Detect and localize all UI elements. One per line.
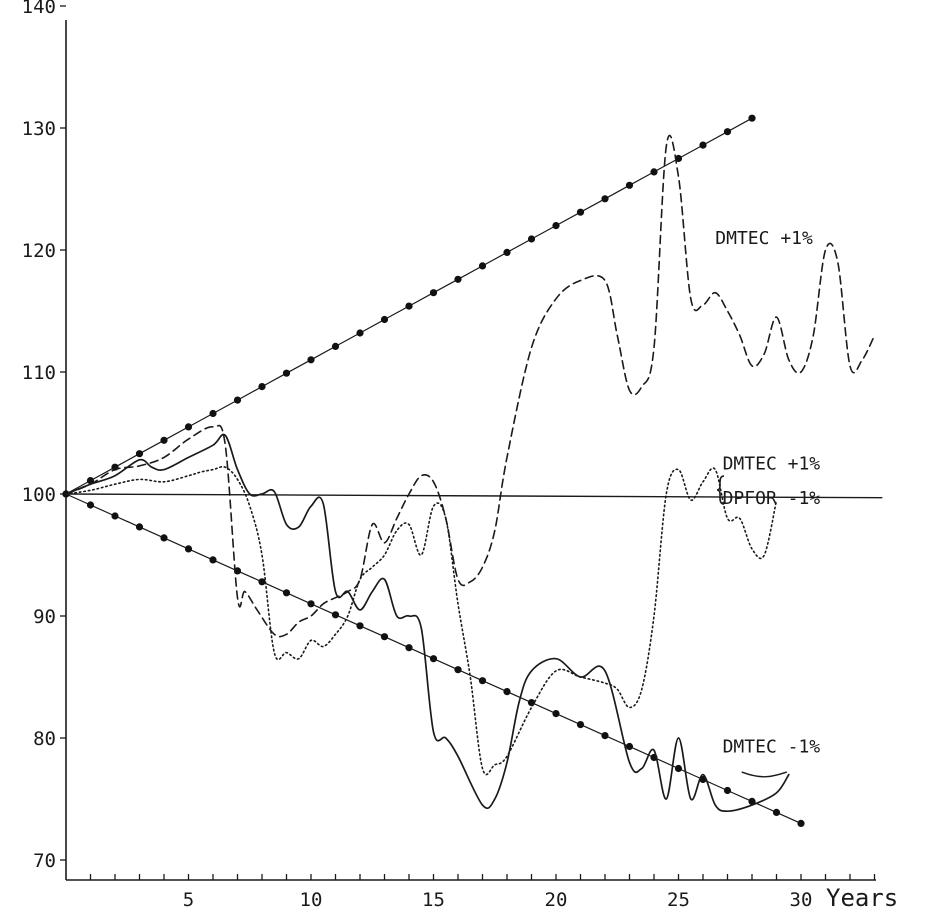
series-1-marker-23 <box>625 742 634 751</box>
x-ticks: 5 10 15 20 25 30 <box>89 874 876 911</box>
series-2-line <box>65 493 883 499</box>
series-1-marker-15 <box>429 655 438 663</box>
series-0-marker-8 <box>258 383 266 391</box>
series-1-marker-2 <box>111 512 119 520</box>
series-4-line <box>65 433 790 813</box>
annotation-label: DPFOR -1% <box>723 488 821 509</box>
series-0-marker-10 <box>307 356 315 364</box>
series-0-marker-27 <box>723 128 732 136</box>
annotation-label: DMTEC +1% <box>723 454 821 475</box>
series-0-marker-20 <box>552 222 560 230</box>
y-tick-label: 80 <box>33 728 56 750</box>
series-3-line <box>65 134 876 638</box>
series-1-marker-9 <box>282 589 291 597</box>
series-1-marker-20 <box>552 710 560 718</box>
y-tick-label: 130 <box>22 118 56 140</box>
series-0-marker-17 <box>478 262 487 270</box>
series-0-marker-16 <box>454 275 462 283</box>
y-tick-label: 140 <box>22 0 56 18</box>
series-1-marker-1 <box>86 501 95 509</box>
series-1-marker-14 <box>405 644 413 652</box>
series-0-marker-6 <box>209 409 217 418</box>
series-0-marker-11 <box>331 342 340 350</box>
y-ticks: 70 80 90 100 110 120 130 140 <box>22 0 66 872</box>
x-tick-label: 10 <box>300 889 323 911</box>
annotation-leader <box>741 771 787 778</box>
series-1-marker-22 <box>601 732 609 740</box>
y-tick-label: 100 <box>22 484 56 506</box>
series-1-marker-27 <box>723 786 732 795</box>
series-1-marker-17 <box>478 677 487 685</box>
series-0-marker-24 <box>650 168 658 176</box>
series-1-marker-4 <box>160 534 168 542</box>
series-0-marker-4 <box>160 436 168 444</box>
y-tick-label: 110 <box>22 362 56 384</box>
series-0-marker-19 <box>527 235 536 243</box>
y-tick-label: 90 <box>33 606 56 628</box>
series-0-marker-23 <box>625 181 634 189</box>
series-1-marker-8 <box>258 578 266 586</box>
x-tick-label: 5 <box>183 889 194 911</box>
series-1-marker-30 <box>797 819 805 828</box>
x-tick-label: 30 <box>790 889 813 911</box>
series-1-marker-5 <box>184 545 193 553</box>
series-5-line <box>65 465 778 776</box>
series-0-marker-21 <box>576 208 585 216</box>
series-0-marker-5 <box>184 423 193 431</box>
series-1-marker-25 <box>674 764 683 773</box>
x-tick-label: 25 <box>667 889 690 911</box>
series-layer <box>62 114 883 828</box>
series-0-marker-12 <box>356 329 364 337</box>
series-1-marker-3 <box>135 523 144 531</box>
series-0-marker-3 <box>135 450 144 458</box>
x-tick-label: 15 <box>422 889 445 911</box>
annotations-layer: DMTEC +1% DMTEC +1% DPFOR -1% DMTEC -1% <box>715 228 820 758</box>
series-1-marker-16 <box>454 666 462 674</box>
series-1-marker-13 <box>380 633 389 641</box>
annotation-bracket <box>716 475 725 505</box>
series-1-marker-12 <box>356 622 364 630</box>
series-1-marker-21 <box>576 721 585 729</box>
series-1-marker-19 <box>527 699 536 707</box>
series-0-marker-13 <box>380 315 389 324</box>
series-0-marker-9 <box>282 369 291 377</box>
x-axis-label: Years <box>826 884 898 912</box>
series-0-marker-22 <box>601 195 609 203</box>
series-0-marker-14 <box>405 302 413 310</box>
y-tick-label: 120 <box>22 240 56 262</box>
series-1-marker-28 <box>748 797 756 806</box>
series-0-marker-18 <box>503 248 511 256</box>
series-1-marker-18 <box>503 688 511 696</box>
series-1-marker-10 <box>307 600 315 608</box>
series-0-marker-26 <box>699 141 707 149</box>
annotation-label: DMTEC -1% <box>723 737 821 758</box>
x-tick-label: 20 <box>545 889 568 911</box>
series-0-marker-15 <box>429 289 438 297</box>
annotation-label: DMTEC +1% <box>715 228 813 249</box>
series-1-marker-11 <box>331 611 340 619</box>
series-0-marker-28 <box>748 114 756 122</box>
series-1-marker-29 <box>772 808 781 817</box>
series-0-marker-7 <box>233 396 242 404</box>
y-tick-label: 70 <box>33 850 56 872</box>
series-1-marker-6 <box>209 556 217 564</box>
